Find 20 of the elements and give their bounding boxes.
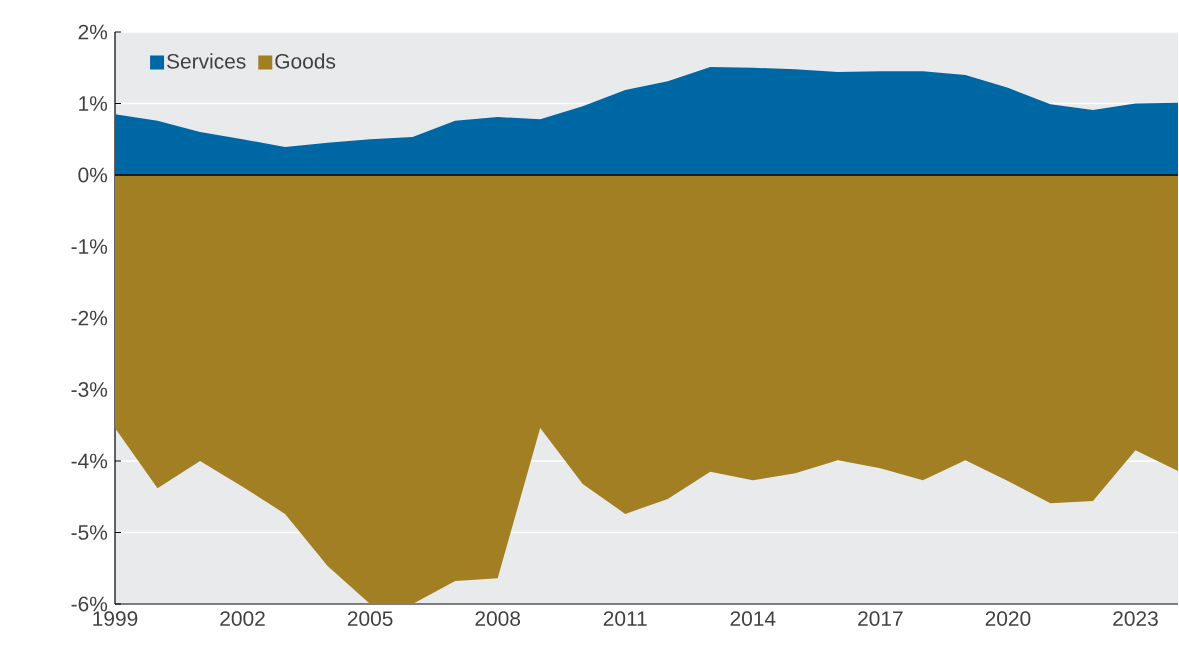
y-tick-label: -5%	[71, 525, 108, 540]
y-tick-label: 0%	[78, 167, 108, 183]
x-tick-label: 2014	[730, 611, 776, 626]
y-tick-label: -6%	[71, 596, 108, 612]
x-tick-label: 2020	[985, 611, 1031, 626]
x-tick-label: 2005	[347, 611, 393, 626]
x-tick-label: 2017	[858, 611, 903, 626]
x-tick-label: 1999	[93, 611, 138, 626]
legend-label: Services	[167, 53, 246, 69]
y-tick-label: 1%	[79, 96, 108, 111]
y-tick-label: -3%	[71, 382, 108, 397]
x-tick-label: 2011	[603, 611, 647, 626]
y-tick-label: -1%	[71, 239, 108, 254]
y-tick-label: -4%	[71, 453, 108, 469]
y-tick-label: 2%	[78, 24, 108, 40]
y-tick-label: -2%	[71, 310, 108, 326]
x-tick-label: 2002	[220, 611, 265, 626]
x-tick-label: 2008	[475, 611, 521, 626]
x-tick-label: 2023	[1113, 611, 1158, 626]
legend-label: Goods	[275, 53, 336, 69]
